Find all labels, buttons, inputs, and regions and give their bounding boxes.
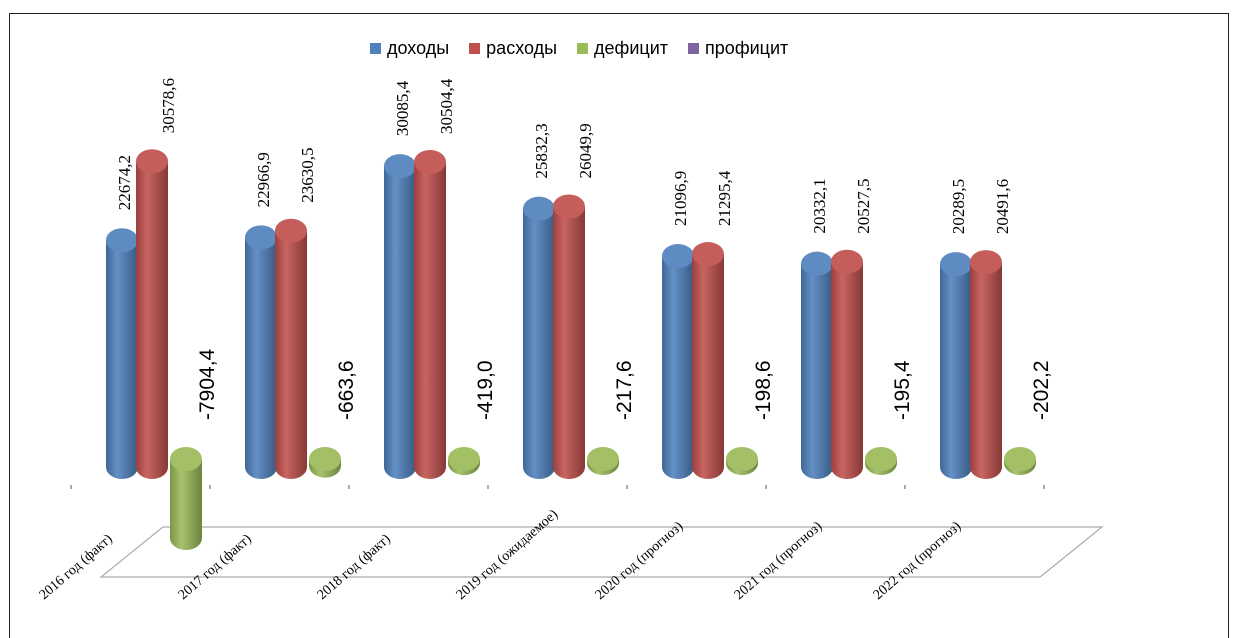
bar-dohody-5-body	[801, 264, 833, 479]
data-label-raskhody-1: 23630,5	[298, 147, 317, 202]
bar-raskhody-2-cap	[414, 150, 446, 174]
category-group-6	[940, 250, 1036, 479]
data-label-dohody-2: 30085,4	[393, 80, 412, 136]
bar-dohody-0-body	[106, 240, 138, 479]
bar-raskhody-6-cap	[970, 250, 1002, 274]
bar-dohody-4-cap	[662, 244, 694, 268]
bar-dohody-6-cap	[940, 252, 972, 276]
bar-dohody-6	[940, 252, 972, 479]
bar-raskhody-1-body	[275, 231, 307, 479]
bar-dohody-0	[106, 228, 138, 479]
x-tick-label-4: 2020 год (прогноз)	[593, 519, 687, 603]
bar-deficit-3-cap	[587, 447, 619, 471]
data-label-raskhody-2: 30504,4	[437, 78, 456, 134]
data-label-dohody-4: 21096,9	[671, 171, 690, 226]
data-label-dohody-5: 20332,1	[810, 178, 829, 233]
data-label-deficit-2: -419,0	[474, 360, 497, 420]
bar-dohody-3-body	[523, 209, 555, 479]
bar-dohody-2	[384, 154, 416, 479]
bar-deficit-5	[865, 447, 897, 475]
category-group-2	[384, 150, 480, 479]
x-tick-label-3: 2019 год (ожидаемое)	[454, 507, 561, 603]
data-label-dohody-3: 25832,3	[532, 123, 551, 178]
data-label-raskhody-6: 20491,6	[993, 179, 1012, 234]
bar-raskhody-1-cap	[275, 219, 307, 243]
bar-dohody-3-cap	[523, 197, 555, 221]
data-label-raskhody-0: 30578,6	[159, 78, 178, 133]
data-label-dohody-1: 22966,9	[254, 152, 273, 207]
data-label-deficit-4: -198,6	[752, 360, 775, 420]
data-label-raskhody-4: 21295,4	[715, 170, 734, 226]
bar-dohody-6-body	[940, 264, 972, 479]
data-label-raskhody-5: 20527,5	[854, 178, 873, 233]
bar-deficit-2	[448, 447, 480, 475]
data-label-deficit-0: -7904,4	[196, 348, 219, 420]
bar-raskhody-0-cap	[136, 149, 168, 173]
bar-raskhody-6-body	[970, 262, 1002, 479]
data-label-deficit-6: -202,2	[1030, 360, 1053, 420]
bar-deficit-6-cap	[1004, 447, 1036, 471]
bar-deficit-1	[309, 447, 341, 478]
x-tick-label-6: 2022 год (прогноз)	[871, 519, 965, 603]
bar-raskhody-6	[970, 250, 1002, 479]
bar-raskhody-5-cap	[831, 250, 863, 274]
bar-raskhody-4-cap	[692, 242, 724, 266]
x-tick-label-5: 2021 год (прогноз)	[732, 519, 826, 603]
bar-raskhody-1	[275, 219, 307, 479]
category-group-4	[662, 242, 758, 479]
bar-raskhody-3-body	[553, 207, 585, 479]
bar-deficit-0-cap	[170, 447, 202, 471]
bar-dohody-4	[662, 244, 694, 479]
bar-dohody-3	[523, 197, 555, 479]
bar-deficit-2-cap	[448, 447, 480, 471]
bar-deficit-1-cap	[309, 447, 341, 471]
data-label-deficit-1: -663,6	[335, 360, 358, 420]
bar-raskhody-0	[136, 149, 168, 479]
bar-dohody-2-body	[384, 166, 416, 479]
category-group-3	[523, 195, 619, 479]
bar-raskhody-5	[831, 250, 863, 479]
bar-raskhody-4-body	[692, 254, 724, 479]
bar-raskhody-2	[414, 150, 446, 479]
bar-dohody-1-body	[245, 237, 277, 479]
bar-deficit-0	[170, 447, 202, 550]
data-label-dohody-6: 20289,5	[949, 179, 968, 234]
x-tick-label-0: 2016 год (факт)	[37, 531, 116, 603]
x-tick-label-2: 2018 год (факт)	[315, 531, 394, 603]
bar-dohody-5	[801, 252, 833, 479]
bar-deficit-5-cap	[865, 447, 897, 471]
bar-raskhody-3-cap	[553, 195, 585, 219]
bar-dohody-1-cap	[245, 225, 277, 249]
data-label-deficit-5: -195,4	[891, 360, 914, 420]
bar-dohody-0-cap	[106, 228, 138, 252]
data-label-dohody-0: 22674,2	[115, 155, 134, 210]
bar-dohody-2-cap	[384, 154, 416, 178]
bar-deficit-6	[1004, 447, 1036, 475]
category-group-1	[245, 219, 341, 479]
bar-raskhody-3	[553, 195, 585, 479]
bar-dohody-4-body	[662, 256, 694, 479]
data-label-raskhody-3: 26049,9	[576, 123, 595, 178]
bar-raskhody-5-body	[831, 262, 863, 479]
bar-raskhody-0-body	[136, 161, 168, 479]
bar-raskhody-2-body	[414, 162, 446, 479]
bar-deficit-4	[726, 447, 758, 475]
bar-deficit-4-cap	[726, 447, 758, 471]
bar-dohody-1	[245, 225, 277, 479]
data-label-deficit-3: -217,6	[613, 360, 636, 420]
category-group-5	[801, 250, 897, 479]
bar-dohody-5-cap	[801, 252, 833, 276]
bar-raskhody-4	[692, 242, 724, 479]
bar-deficit-3	[587, 447, 619, 475]
bar-deficit-0-body	[170, 459, 202, 550]
